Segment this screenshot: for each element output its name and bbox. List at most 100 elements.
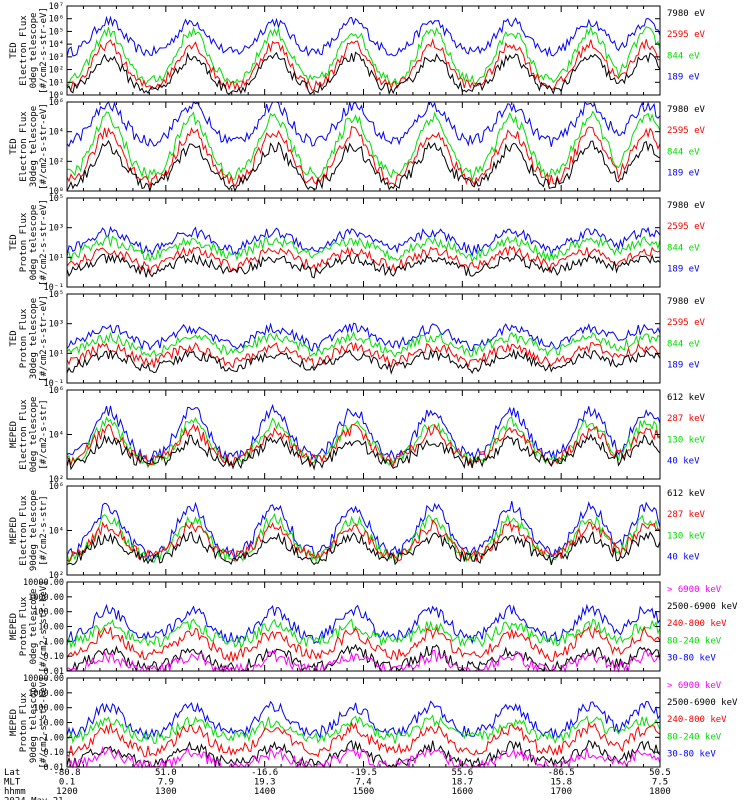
y-tick-label: 10000.00 xyxy=(23,578,64,588)
footer-value: 0.1 xyxy=(59,778,75,788)
y-tick-label: 10³ xyxy=(49,320,64,330)
y-tick-label: 10⁴ xyxy=(49,431,64,441)
series-line-7980-ev xyxy=(66,348,661,375)
footer-value: 7.4 xyxy=(355,778,371,788)
legend-entry: > 6900 keV xyxy=(667,585,722,595)
footer-value: 1300 xyxy=(155,787,177,797)
legend-entry: 130 keV xyxy=(667,531,706,541)
legend-entry: 189 eV xyxy=(667,361,700,371)
y-axis-label: TEDProton Flux0deg telescope[#/cm2-s-str… xyxy=(9,199,49,286)
footer-value: 1200 xyxy=(56,787,78,797)
series-line-240-800-kev xyxy=(66,625,661,663)
series-line-7980-ev xyxy=(66,252,661,279)
legend-entry: 7980 eV xyxy=(667,297,706,307)
series-line-189-ev xyxy=(66,100,661,148)
y-tick-label: 10⁻¹ xyxy=(44,283,64,293)
plot-frame xyxy=(66,293,661,384)
y-axis-label: MEPEDProton Flux90deg telescope[#/cm2-s-… xyxy=(9,676,49,768)
footer-value: 15.8 xyxy=(550,778,572,788)
series-line-189-ev xyxy=(66,225,661,258)
series-line-30-80-kev xyxy=(66,603,661,645)
y-tick-label: 10¹ xyxy=(49,349,64,359)
footer-value: -16.6 xyxy=(251,768,278,778)
y-tick-label: 10⁶ xyxy=(49,98,64,108)
y-tick-label: 10¹ xyxy=(49,253,64,263)
legend-entry: 612 keV xyxy=(667,393,706,403)
y-tick-label: 10⁶ xyxy=(49,15,64,25)
y-tick-label: 10⁴ xyxy=(49,40,64,50)
legend-entry: 189 eV xyxy=(667,73,700,83)
y-tick-label: 10⁴ xyxy=(49,527,64,537)
y-tick-label: 1.00 xyxy=(44,637,64,647)
legend-entry: 287 keV xyxy=(667,414,706,424)
y-axis-label: MEPEDProton Flux0deg telescope[#/cm2-s-s… xyxy=(9,580,49,672)
y-tick-label: 10⁵ xyxy=(49,290,64,300)
y-tick-label: 1000.00 xyxy=(28,689,64,699)
legend-entry: 2595 eV xyxy=(667,318,706,328)
y-tick-label: 10⁰ xyxy=(49,91,64,101)
legend-entry: 844 eV xyxy=(667,51,700,61)
legend-entry: 80-240 keV xyxy=(667,732,722,742)
series-line-844-ev xyxy=(66,330,661,358)
legend-entry: 189 eV xyxy=(667,265,700,275)
y-tick-label: 10⁵ xyxy=(49,194,64,204)
legend-entry: 2595 eV xyxy=(667,222,706,232)
y-axis-label: TEDElectron Flux30deg telescope[#/cm2-s-… xyxy=(9,103,49,190)
legend-entry: 40 keV xyxy=(667,457,700,467)
y-tick-label: 0.01 xyxy=(44,667,64,677)
y-tick-label: 100.00 xyxy=(33,608,64,618)
footer-value: 1700 xyxy=(550,787,572,797)
series-line-240-800-kev xyxy=(66,721,661,758)
footer: Lat -80.8 51.0 -16.6 -19.5 55.6 -86.5 50.5 MLT 0.… xyxy=(4,768,671,800)
legend-entry: 130 keV xyxy=(667,435,706,445)
series-line-844-ev xyxy=(66,25,661,87)
footer-value: -86.5 xyxy=(548,768,575,778)
footer-row-label: Lat xyxy=(4,768,20,778)
y-tick-label: 10⁻¹ xyxy=(44,379,64,389)
legend-entry: 844 eV xyxy=(667,147,700,157)
y-tick-label: 10² xyxy=(49,66,64,76)
y-tick-label: 10¹ xyxy=(49,78,64,88)
series-line-7980-ev xyxy=(66,139,661,193)
legend-entry: 612 keV xyxy=(667,489,706,499)
footer-value: 7.5 xyxy=(652,778,668,788)
footer-value: 1400 xyxy=(254,787,276,797)
legend-entry: 80-240 keV xyxy=(667,636,722,646)
footer-row-label: hhmm xyxy=(4,787,26,797)
series-line-80-240-kev xyxy=(66,618,661,650)
y-tick-label: 0.10 xyxy=(44,652,64,662)
series-line-130-kev xyxy=(66,416,661,469)
legend-entry: 2595 eV xyxy=(667,30,706,40)
legend-entry: 2500-6900 keV xyxy=(667,698,738,708)
series-line-2595-ev xyxy=(66,125,661,188)
legend-entry: 240-800 keV xyxy=(667,619,727,629)
y-tick-label: 10⁴ xyxy=(49,128,64,138)
y-tick-label: 10.00 xyxy=(38,719,64,729)
y-tick-label: 0.10 xyxy=(44,748,64,758)
y-tick-label: 10² xyxy=(49,475,64,485)
y-axis-label: MEPEDElectron Flux0deg telescope[#/cm2-s… xyxy=(9,397,49,473)
y-tick-label: 10.00 xyxy=(38,623,64,633)
series-line-189-ev xyxy=(66,15,661,58)
legend-entry: 844 eV xyxy=(667,339,700,349)
panel-7: 0.01 0.10 1.00 10.00 100.00 1000.00 10000.00ME… xyxy=(9,578,738,677)
y-tick-label: 10⁶ xyxy=(49,386,64,396)
legend-entry: 40 keV xyxy=(667,553,700,563)
y-tick-label: 10³ xyxy=(49,224,64,234)
y-tick-label: 10⁷ xyxy=(49,2,64,12)
footer-value: 51.0 xyxy=(155,768,177,778)
legend-entry: 2500-6900 keV xyxy=(667,602,738,612)
series-line-287-kev xyxy=(66,423,661,468)
y-tick-label: 100.00 xyxy=(33,704,64,714)
footer-row-label: MLT xyxy=(4,778,21,788)
y-axis-label: MEPEDElectron Flux90deg telescope[#/cm2-… xyxy=(9,490,49,571)
legend-entry: 287 keV xyxy=(667,510,706,520)
y-axis-label: TEDProton Flux30deg telescope[#/cm2-s-st… xyxy=(9,295,49,382)
footer-value: 1500 xyxy=(353,787,375,797)
y-tick-label: 10³ xyxy=(49,53,64,63)
series-line-30-80-kev xyxy=(66,700,661,741)
